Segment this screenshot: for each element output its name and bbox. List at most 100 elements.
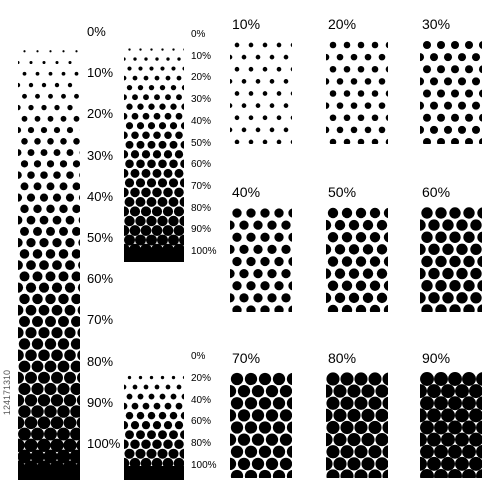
halftone-dot bbox=[421, 304, 433, 312]
halftone-dot bbox=[427, 432, 441, 447]
medium-label: 100% bbox=[191, 246, 217, 257]
halftone-dot bbox=[442, 243, 454, 256]
halftone-dot bbox=[225, 317, 234, 326]
halftone-dot bbox=[455, 456, 469, 471]
swatch bbox=[230, 42, 292, 144]
halftone-dot bbox=[53, 149, 61, 157]
halftone-dot bbox=[462, 372, 476, 386]
halftone-dot bbox=[385, 41, 388, 49]
halftone-dot bbox=[288, 305, 292, 312]
halftone-dot bbox=[169, 122, 178, 130]
halftone-dot bbox=[469, 384, 482, 399]
halftone-dot bbox=[40, 149, 48, 157]
halftone-dot bbox=[230, 457, 237, 471]
halftone-dot bbox=[420, 444, 434, 459]
halftone-dot bbox=[283, 103, 289, 108]
halftone-dot bbox=[36, 50, 39, 53]
halftone-dot bbox=[27, 126, 35, 134]
halftone-dot bbox=[130, 421, 140, 430]
halftone-dot bbox=[244, 445, 258, 458]
halftone-dot bbox=[230, 244, 235, 255]
halftone-dot bbox=[248, 139, 254, 144]
halftone-dot bbox=[26, 193, 36, 202]
halftone-dot bbox=[179, 234, 184, 246]
halftone-dot bbox=[81, 61, 84, 64]
halftone-dot bbox=[255, 127, 261, 133]
halftone-dot bbox=[181, 393, 184, 400]
halftone-dot bbox=[46, 226, 55, 236]
medium-label: 70% bbox=[191, 180, 212, 192]
halftone-dot bbox=[165, 384, 171, 390]
halftone-dot bbox=[163, 187, 173, 198]
halftone-dot bbox=[21, 138, 28, 145]
halftone-dot bbox=[246, 305, 256, 312]
halftone-dot bbox=[265, 409, 279, 422]
halftone-dot bbox=[457, 53, 467, 62]
halftone-dot bbox=[139, 48, 142, 51]
halftone-dot bbox=[326, 433, 333, 447]
halftone-dot bbox=[288, 208, 292, 218]
halftone-dot bbox=[241, 79, 247, 84]
halftone-dot bbox=[427, 481, 441, 495]
halftone-dot bbox=[177, 57, 181, 61]
halftone-dot bbox=[163, 421, 173, 430]
halftone-dot bbox=[28, 104, 34, 111]
halftone-dot bbox=[162, 206, 174, 217]
halftone-dot bbox=[141, 439, 151, 449]
halftone-dot bbox=[450, 113, 460, 122]
halftone-dot bbox=[173, 225, 184, 236]
halftone-dot bbox=[184, 262, 197, 275]
halftone-dot bbox=[477, 304, 482, 312]
halftone-dot bbox=[420, 267, 426, 280]
halftone-dot bbox=[471, 101, 481, 110]
halftone-dot bbox=[476, 396, 482, 411]
halftone-dot bbox=[23, 50, 26, 53]
halftone-dot bbox=[286, 397, 292, 410]
halftone-dot bbox=[391, 268, 401, 278]
halftone-dot bbox=[274, 208, 284, 218]
halftone-dot bbox=[72, 160, 80, 168]
halftone-dot bbox=[448, 372, 462, 386]
halftone-dot bbox=[162, 225, 174, 236]
halftone-dot bbox=[267, 317, 276, 326]
halftone-dot bbox=[435, 255, 447, 268]
halftone-dot bbox=[326, 445, 340, 459]
halftone-dot bbox=[47, 138, 54, 145]
halftone-dot bbox=[371, 138, 379, 144]
halftone-dot bbox=[21, 115, 28, 122]
halftone-dot bbox=[59, 226, 68, 236]
halftone-dot bbox=[255, 79, 261, 84]
halftone-dot bbox=[347, 457, 361, 471]
halftone-dot bbox=[124, 197, 135, 207]
halftone-dot bbox=[67, 82, 73, 88]
halftone-dot bbox=[124, 457, 130, 469]
halftone-dot bbox=[260, 232, 270, 242]
halftone-dot bbox=[319, 482, 332, 495]
halftone-dot bbox=[274, 256, 284, 267]
halftone-dot bbox=[368, 445, 382, 459]
halftone-dot bbox=[251, 409, 265, 422]
halftone-dot bbox=[60, 138, 67, 145]
halftone-dot bbox=[164, 131, 172, 140]
halftone-dot bbox=[463, 207, 475, 219]
halftone-dot bbox=[369, 207, 381, 219]
halftone-dot bbox=[180, 411, 184, 420]
halftone-dot bbox=[276, 115, 282, 121]
halftone-dot bbox=[355, 280, 367, 291]
halftone-dot bbox=[51, 371, 63, 384]
halftone-dot bbox=[276, 91, 282, 96]
halftone-dot bbox=[57, 427, 70, 441]
halftone-dot bbox=[44, 427, 57, 441]
halftone-dot bbox=[150, 48, 153, 51]
halftone-dot bbox=[33, 204, 42, 214]
halftone-dot bbox=[428, 292, 440, 304]
halftone-dot bbox=[450, 137, 460, 144]
halftone-dot bbox=[434, 420, 448, 435]
swatch-label: 60% bbox=[422, 184, 451, 200]
halftone-dot bbox=[435, 231, 447, 243]
halftone-dot bbox=[357, 65, 365, 73]
halftone-dot bbox=[135, 234, 146, 246]
halftone-dot bbox=[476, 444, 482, 459]
halftone-dot bbox=[64, 371, 76, 384]
halftone-dot bbox=[478, 41, 482, 49]
